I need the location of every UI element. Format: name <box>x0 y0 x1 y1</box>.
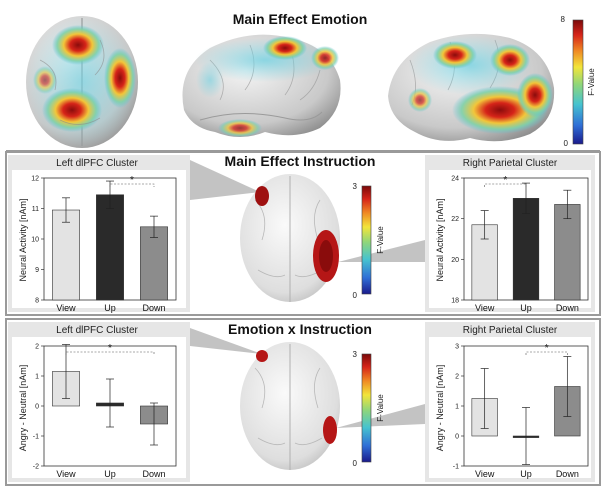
y-tick-label: 1 <box>455 404 459 411</box>
significance-star: * <box>130 175 134 186</box>
significance-star: * <box>545 343 549 354</box>
significance-star: * <box>108 343 112 354</box>
chart-panel-interaction-right: Right Parietal Cluster Angry - Neutral [… <box>425 322 595 482</box>
chart-ylabel: Neural Activity [nAm] <box>435 198 445 281</box>
colorbar-label: F-Value <box>376 226 385 254</box>
y-tick-label: -1 <box>33 434 39 441</box>
chart-ylabel: Angry - Neutral [nAm] <box>435 365 445 452</box>
category-label: View <box>475 469 495 479</box>
category-label: Up <box>520 303 532 313</box>
y-tick-label: 0 <box>455 434 459 441</box>
brain-left-lateral-emotion <box>182 34 341 137</box>
bar-up <box>96 194 124 301</box>
brain-top-view-emotion <box>26 16 138 148</box>
category-label: Up <box>104 303 116 313</box>
chart-title: Right Parietal Cluster <box>463 325 558 336</box>
category-label: View <box>475 303 495 313</box>
y-tick-label: -2 <box>33 464 39 471</box>
brain-right-lateral-emotion <box>388 33 555 142</box>
section-title-instruction: Main Effect Instruction <box>225 153 376 169</box>
category-label: Down <box>142 469 165 479</box>
section-interaction: Emotion x Instruction 3 0 F-Value Left d… <box>5 318 601 486</box>
bar-view <box>52 209 80 301</box>
y-tick-label: 11 <box>32 206 39 213</box>
chart-ylabel: Angry - Neutral [nAm] <box>18 365 28 452</box>
category-label: Up <box>104 469 116 479</box>
colorbar-min: 0 <box>564 139 569 148</box>
colorbar-instruction: 3 0 F-Value <box>353 182 385 300</box>
chart-panel-instruction-right: Right Parietal Cluster Neural Activity [… <box>425 155 595 313</box>
chart-title: Left dlPFC Cluster <box>56 325 138 336</box>
colorbar-label: F-Value <box>376 394 385 422</box>
y-tick-label: 3 <box>455 344 459 351</box>
colorbar-emotion: 8 0 F-Value <box>561 15 596 148</box>
y-tick-label: 10 <box>31 237 39 244</box>
callout-wedge-right <box>338 240 425 262</box>
chart-panel-instruction-left: Left dlPFC Cluster Neural Activity [nAm]… <box>8 155 190 313</box>
y-tick-label: 0 <box>35 404 39 411</box>
y-tick-label: 18 <box>451 298 459 305</box>
y-tick-label: 2 <box>35 344 39 351</box>
brain-top-view-instruction <box>240 174 340 302</box>
significance-star: * <box>503 175 507 186</box>
category-label: Down <box>556 303 579 313</box>
chart-ylabel: Neural Activity [nAm] <box>18 198 28 281</box>
significance-bracket <box>109 183 155 187</box>
significance-bracket <box>65 351 155 355</box>
y-tick-label: 8 <box>35 298 39 305</box>
chart-panel-interaction-left: Left dlPFC Cluster Angry - Neutral [nAm]… <box>8 322 190 482</box>
y-tick-label: 1 <box>35 374 39 381</box>
chart-title: Right Parietal Cluster <box>463 158 558 169</box>
colorbar-max: 3 <box>353 350 358 359</box>
bar-down <box>554 204 581 301</box>
brain-top-view-interaction <box>240 342 340 470</box>
category-label: View <box>56 303 76 313</box>
callout-wedge-right <box>336 404 425 428</box>
category-label: View <box>56 469 76 479</box>
bar-down <box>140 226 168 301</box>
bar-up <box>512 198 540 301</box>
significance-bracket <box>484 183 527 187</box>
y-tick-label: 12 <box>31 176 39 183</box>
section-instruction: Main Effect Instruction 3 0 F-Value Left… <box>5 151 601 316</box>
colorbar-max: 8 <box>561 15 566 24</box>
colorbar-min: 0 <box>353 459 358 468</box>
significance-bracket <box>525 351 568 355</box>
category-label: Down <box>556 469 579 479</box>
colorbar-interaction: 3 0 F-Value <box>353 350 385 468</box>
y-tick-label: 20 <box>451 257 459 264</box>
y-tick-label: 2 <box>455 374 459 381</box>
colorbar-max: 3 <box>353 182 358 191</box>
callout-wedge-left <box>190 328 262 354</box>
y-tick-label: -1 <box>453 464 459 471</box>
callout-wedge-left <box>190 160 260 200</box>
y-tick-label: 22 <box>451 216 459 223</box>
section-title-emotion: Main Effect Emotion <box>233 11 368 27</box>
section-title-interaction: Emotion x Instruction <box>228 321 372 337</box>
category-label: Up <box>520 469 532 479</box>
section-emotion: Main Effect Emotion <box>26 11 596 148</box>
category-label: Down <box>142 303 165 313</box>
colorbar-min: 0 <box>353 291 358 300</box>
y-tick-label: 9 <box>35 267 39 274</box>
y-tick-label: 24 <box>451 176 459 183</box>
chart-title: Left dlPFC Cluster <box>56 158 138 169</box>
colorbar-label: F-Value <box>587 68 596 96</box>
